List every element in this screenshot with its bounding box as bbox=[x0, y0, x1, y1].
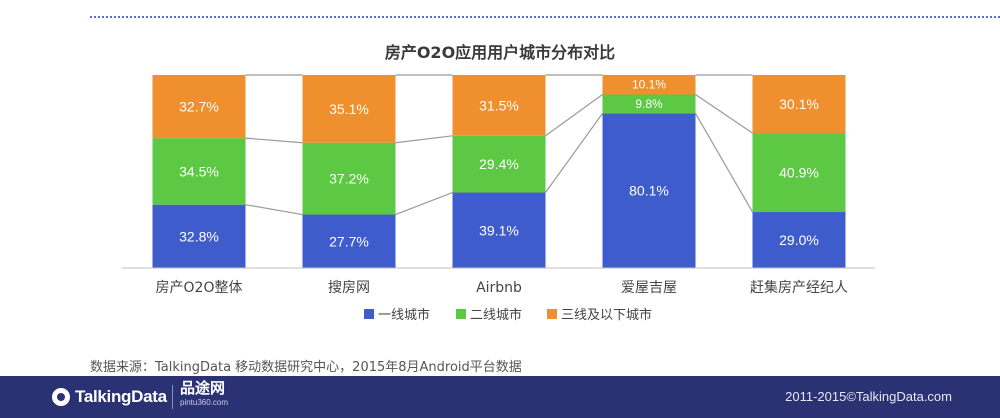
bar-segment-2-1 bbox=[302, 214, 396, 268]
copyright-text: 2011-2015©TalkingData.com bbox=[785, 389, 952, 404]
legend-label-3: 三线及以下城市 bbox=[561, 307, 652, 323]
bar-segment-2-2 bbox=[302, 142, 396, 215]
connector-line-3-2 bbox=[545, 94, 603, 137]
connector-line-1-1 bbox=[245, 204, 303, 216]
connector-line-1-2 bbox=[245, 137, 303, 144]
chart-title: 房产O2O应用用户城市分布对比 bbox=[385, 43, 615, 62]
bar-segment-1-3 bbox=[152, 75, 246, 139]
bar-segment-4-2 bbox=[602, 94, 696, 114]
legend-label-2: 二线城市 bbox=[470, 307, 522, 323]
legend-swatch-1 bbox=[364, 309, 374, 319]
partner-url: pintu360.com bbox=[180, 398, 229, 407]
data-label-5-2: 40.9% bbox=[779, 165, 819, 181]
connector-line-2-2 bbox=[395, 135, 453, 144]
bar-segment-3-1 bbox=[452, 192, 546, 268]
connector-line-3-1 bbox=[545, 113, 603, 193]
data-label-4-3: 10.1% bbox=[632, 78, 666, 92]
bar-segment-2-3 bbox=[302, 75, 396, 143]
partner-name: 品途网 bbox=[180, 379, 226, 397]
connector-line-4-1 bbox=[694, 113, 754, 213]
data-label-5-1: 29.0% bbox=[779, 232, 819, 248]
footer-logo-divider bbox=[172, 385, 173, 409]
bar-segment-4-1 bbox=[602, 113, 696, 268]
bar-segment-4-3 bbox=[602, 75, 696, 95]
data-label-1-3: 32.7% bbox=[179, 99, 219, 115]
data-label-2-3: 35.1% bbox=[329, 101, 369, 117]
partner-logo: 品途网 pintu360.com bbox=[180, 381, 228, 407]
bar-segment-5-2 bbox=[752, 133, 846, 213]
data-label-4-2: 9.8% bbox=[635, 97, 663, 111]
bar-segment-5-1 bbox=[752, 212, 846, 268]
x-tick-label-3: Airbnb bbox=[476, 280, 522, 296]
connector-line-4-2 bbox=[695, 93, 753, 134]
talkingdata-logo: TalkingData bbox=[52, 384, 167, 410]
legend-swatch-3 bbox=[547, 309, 557, 319]
bar-segment-3-2 bbox=[452, 135, 546, 193]
x-tick-label-1: 房产O2O整体 bbox=[156, 280, 243, 296]
data-label-3-1: 39.1% bbox=[479, 222, 519, 238]
talkingdata-logo-text: TalkingData bbox=[75, 387, 167, 406]
bar-segment-1-1 bbox=[152, 204, 246, 268]
data-label-1-1: 32.8% bbox=[179, 228, 219, 244]
legend-swatch-2 bbox=[456, 309, 466, 319]
data-label-4-1: 80.1% bbox=[629, 183, 669, 199]
data-label-2-1: 27.7% bbox=[329, 233, 369, 249]
data-source-note: 数据来源：TalkingData 移动数据研究中心，2015年8月Android… bbox=[90, 360, 522, 375]
data-label-1-2: 34.5% bbox=[179, 163, 219, 179]
footer-bar: TalkingData 品途网 pintu360.com 2011-2015©T… bbox=[0, 376, 1000, 418]
data-label-3-2: 29.4% bbox=[479, 156, 519, 172]
bar-segment-1-2 bbox=[152, 138, 246, 205]
x-tick-label-4: 爱屋吉屋 bbox=[621, 280, 677, 296]
bar-segment-3-3 bbox=[452, 75, 546, 136]
header-dotted-divider bbox=[90, 16, 1000, 18]
data-label-5-3: 30.1% bbox=[779, 96, 819, 112]
x-tick-label-2: 搜房网 bbox=[328, 280, 370, 296]
data-label-2-2: 37.2% bbox=[329, 171, 369, 187]
data-label-3-3: 31.5% bbox=[479, 97, 519, 113]
bar-segment-5-3 bbox=[752, 75, 846, 134]
stacked-bar-chart: 房产O2O应用用户城市分布对比 32.8% 34.5% 32.7% 27.7% 37.2%… bbox=[122, 43, 875, 323]
connector-line-2-1 bbox=[395, 191, 453, 216]
legend-label-1: 一线城市 bbox=[378, 307, 430, 323]
x-tick-label-5: 赶集房产经纪人 bbox=[750, 279, 848, 296]
talkingdata-logo-icon bbox=[52, 388, 70, 406]
